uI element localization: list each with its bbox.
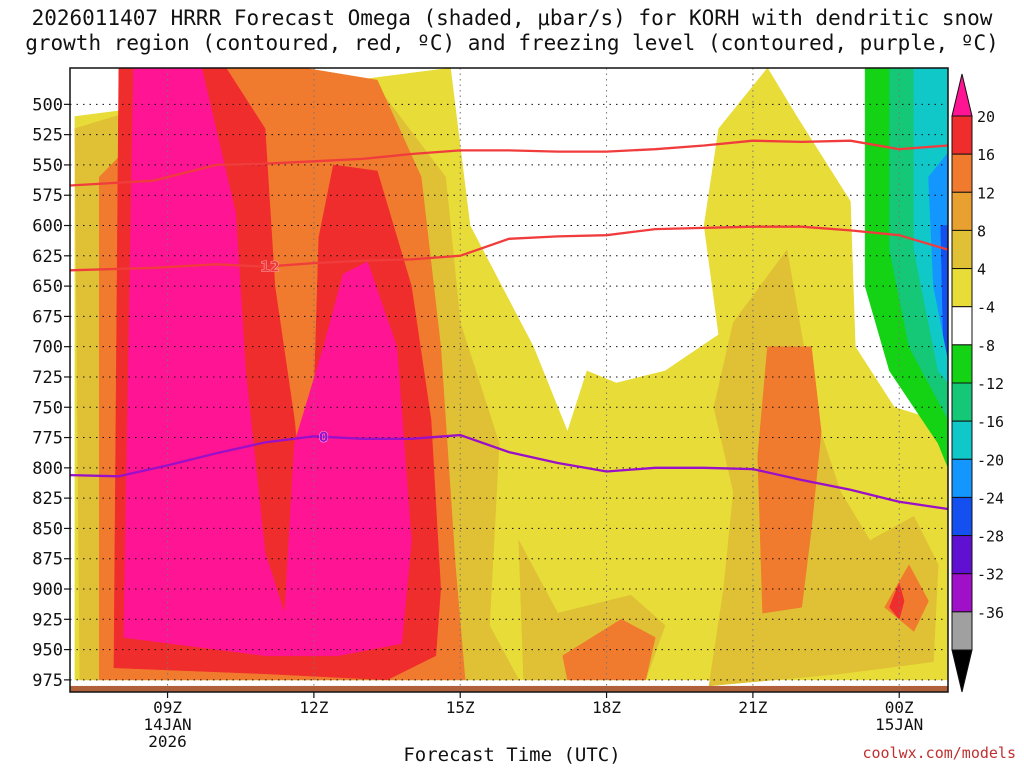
colorbar-swatch-0 — [951, 115, 973, 155]
colorbar-swatch-13 — [951, 611, 973, 651]
contour-lines: 12 0 — [70, 139, 948, 511]
colorbar-label-0: 20 — [977, 108, 995, 126]
xtick-label-09Z: 09Z — [153, 698, 182, 717]
ytick-label-600: 600 — [32, 217, 63, 237]
colorbar-label-2: 12 — [977, 184, 995, 202]
ytick-label-675: 675 — [32, 307, 63, 327]
contour-0 — [70, 139, 948, 187]
ytick-label-700: 700 — [32, 338, 63, 358]
colorbar-swatch-2 — [951, 191, 973, 231]
colorbar-swatch-10 — [951, 496, 973, 537]
colorbar-label-9: -20 — [977, 451, 1004, 469]
colorbar-label-3: 8 — [977, 222, 986, 240]
colorbar-label-10: -24 — [977, 489, 1004, 507]
colorbar-swatch-7 — [951, 382, 973, 422]
contour-label-2: 0 — [319, 430, 329, 446]
xtick-label-18Z: 18Z — [592, 698, 621, 717]
ytick-label-925: 925 — [32, 610, 63, 630]
ytick-label-900: 900 — [32, 580, 63, 600]
xtick-label-00Z: 00Z — [885, 698, 914, 717]
ytick-label-750: 750 — [32, 398, 63, 418]
colorbar-label-6: -8 — [977, 337, 995, 355]
colorbar-swatch-6 — [951, 344, 973, 384]
colorbar-swatch-8 — [951, 420, 973, 460]
colorbar-swatch-5 — [951, 306, 973, 346]
colorbar-swatch-12 — [951, 573, 973, 613]
ytick-label-725: 725 — [32, 368, 63, 388]
ytick-label-875: 875 — [32, 550, 63, 570]
colorbar-over-triangle — [951, 73, 973, 117]
colorbar-label-11: -28 — [977, 528, 1004, 546]
xtick-label-15Z: 15Z — [446, 698, 475, 717]
ytick-label-650: 650 — [32, 277, 63, 297]
omega-region-1620-1 — [889, 582, 905, 620]
xtick-label-12Z: 12Z — [299, 698, 328, 717]
colorbar-swatch-3 — [951, 229, 973, 270]
colorbar-under-triangle — [951, 649, 973, 693]
colorbar-label-12: -32 — [977, 566, 1004, 584]
xtick-date-09Z: 14JAN — [143, 715, 191, 734]
colorbar-label-1: 16 — [977, 146, 995, 164]
ytick-label-550: 550 — [32, 156, 63, 176]
ground-strip — [70, 685, 948, 692]
colorbar-swatch-11 — [951, 535, 973, 575]
plot-frame — [69, 67, 949, 693]
ytick-label-825: 825 — [32, 489, 63, 509]
ytick-label-575: 575 — [32, 186, 63, 206]
chart-title: 2026011407 HRRR Forecast Omega (shaded, … — [0, 6, 1024, 56]
xtick-year-09Z: 2026 — [148, 732, 187, 751]
colorbar-label-5: -4 — [977, 299, 995, 317]
colorbar-label-4: 4 — [977, 261, 986, 279]
omega-region-1216-3 — [562, 619, 656, 681]
colorbar-label-8: -16 — [977, 413, 1004, 431]
ytick-label-625: 625 — [32, 247, 63, 267]
colorbar: 20 16 12 8 4 -4 -8 -12 -16 -20 -24 -28 -32 -36 — [951, 73, 1004, 693]
ytick-label-800: 800 — [32, 459, 63, 479]
contour-2 — [70, 433, 948, 511]
xtick-label-21Z: 21Z — [738, 698, 767, 717]
colorbar-label-7: -12 — [977, 375, 1004, 393]
colorbar-label-13: -36 — [977, 604, 1004, 622]
ytick-label-975: 975 — [32, 671, 63, 691]
ytick-label-525: 525 — [32, 126, 63, 146]
chart-title-line-2: growth region (contoured, red, ºC) and f… — [25, 31, 999, 55]
axes: 500 525 550 575 600 625 650 675 700 725 750 775 800 8… — [32, 67, 949, 751]
ytick-label-850: 850 — [32, 519, 63, 539]
colorbar-swatch-4 — [951, 268, 973, 308]
ytick-label-500: 500 — [32, 95, 63, 115]
x-axis-label: Forecast Time (UTC) — [403, 744, 621, 766]
contour-1 — [70, 225, 948, 272]
contour-label-1: 12 — [260, 259, 279, 275]
colorbar-swatch-9 — [951, 458, 973, 498]
ytick-label-775: 775 — [32, 429, 63, 449]
colorbar-swatch-1 — [951, 153, 973, 193]
chart-title-line-1: 2026011407 HRRR Forecast Omega (shaded, … — [31, 6, 993, 30]
ytick-label-950: 950 — [32, 641, 63, 661]
credit-text: coolwx.com/models — [862, 744, 1016, 762]
xtick-date-00Z: 15JAN — [875, 715, 923, 734]
omega-shading — [70, 68, 948, 692]
omega-negative-band-4 — [940, 225, 948, 359]
